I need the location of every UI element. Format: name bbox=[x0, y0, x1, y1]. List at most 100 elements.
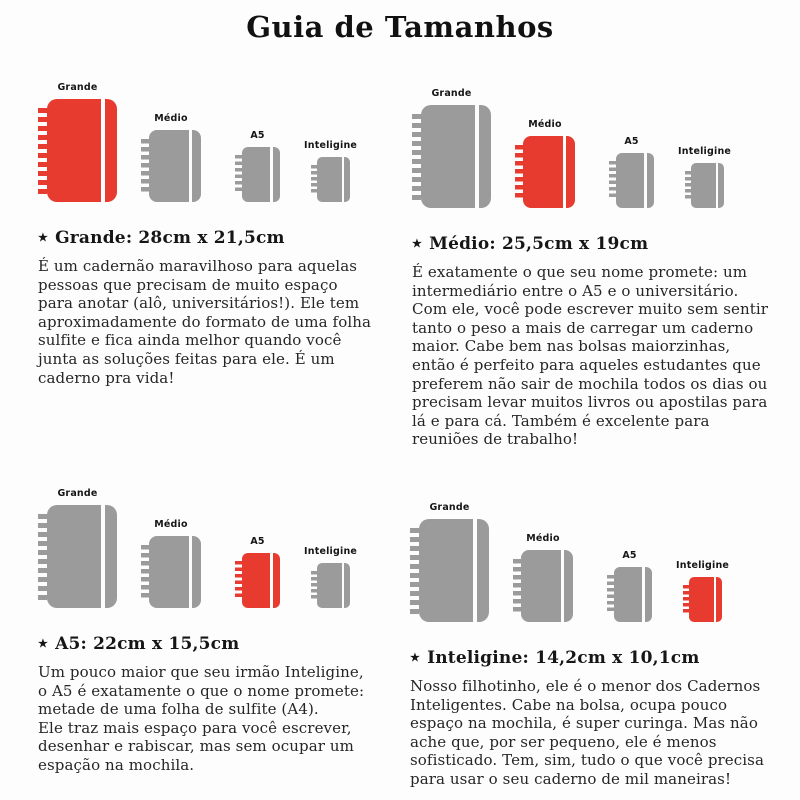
notebook-row: Grande Médio A5 bbox=[38, 486, 376, 608]
notebook-label: Inteligine bbox=[304, 140, 358, 151]
spiral-coils-icon bbox=[607, 575, 614, 614]
notebook-illustration bbox=[141, 130, 201, 202]
notebook-spine bbox=[344, 563, 351, 608]
section-a5: Grande Médio A5 bbox=[38, 486, 376, 775]
notebook-illustration bbox=[38, 99, 117, 202]
notebook-inteligine: Inteligine bbox=[678, 146, 731, 208]
notebook-illustration bbox=[235, 147, 280, 202]
spiral-coils-icon bbox=[412, 113, 421, 200]
spiral-coils-icon bbox=[141, 545, 149, 599]
spiral-coils-icon bbox=[515, 145, 523, 199]
section-heading-text: A5: 22cm x 15,5cm bbox=[55, 634, 240, 654]
notebook-medio: Médio bbox=[515, 119, 575, 208]
notebook-label: Grande bbox=[431, 88, 472, 99]
notebook-medio: Médio bbox=[141, 519, 201, 608]
notebook-label: A5 bbox=[250, 130, 265, 141]
notebook-cover bbox=[616, 153, 644, 208]
star-icon: ★ bbox=[410, 651, 421, 664]
notebook-spine bbox=[566, 136, 575, 208]
notebook-illustration bbox=[38, 505, 117, 608]
notebook-spine bbox=[564, 550, 573, 622]
notebook-spine bbox=[273, 553, 280, 608]
section-heading-text: Inteligine: 14,2cm x 10,1cm bbox=[427, 648, 700, 668]
section-heading-text: Grande: 28cm x 21,5cm bbox=[55, 228, 285, 248]
notebook-label: Médio bbox=[154, 519, 188, 530]
notebook-cover bbox=[523, 136, 563, 208]
notebook-cover bbox=[317, 157, 343, 202]
notebook-illustration bbox=[235, 553, 280, 608]
notebook-cover bbox=[242, 147, 270, 202]
notebook-cover bbox=[47, 99, 101, 202]
spiral-coils-icon bbox=[685, 170, 692, 201]
page-title: Guia de Tamanhos bbox=[246, 10, 554, 44]
notebook-label: A5 bbox=[622, 550, 637, 561]
notebook-label: Inteligine bbox=[676, 560, 730, 571]
notebook-inteligine: Inteligine bbox=[304, 140, 357, 202]
section-grande: Grande Médio A5 bbox=[38, 80, 376, 387]
notebook-inteligine: Inteligine bbox=[676, 560, 729, 622]
notebook-illustration bbox=[410, 519, 489, 622]
spiral-coils-icon bbox=[513, 559, 521, 613]
notebook-illustration bbox=[513, 550, 573, 622]
notebook-illustration bbox=[607, 567, 652, 622]
spiral-coils-icon bbox=[683, 584, 690, 615]
section-heading: ★ A5: 22cm x 15,5cm bbox=[38, 634, 376, 654]
notebook-label: A5 bbox=[250, 536, 265, 547]
star-icon: ★ bbox=[38, 231, 49, 244]
notebook-a5: A5 bbox=[235, 130, 280, 202]
section-description: É um cadernão maravilhoso para aquelas p… bbox=[38, 257, 372, 387]
notebook-spine bbox=[479, 105, 491, 208]
notebook-illustration bbox=[412, 105, 491, 208]
notebook-a5: A5 bbox=[609, 136, 654, 208]
notebook-cover bbox=[47, 505, 101, 608]
notebook-cover bbox=[521, 550, 561, 622]
notebook-label: Grande bbox=[57, 488, 98, 499]
notebook-row: Grande Médio A5 bbox=[410, 500, 770, 622]
section-heading-text: Médio: 25,5cm x 19cm bbox=[429, 234, 649, 254]
notebook-label: Inteligine bbox=[678, 146, 732, 157]
spiral-coils-icon bbox=[235, 561, 242, 600]
section-description: Um pouco maior que seu irmão Inteligine,… bbox=[38, 663, 365, 774]
section-heading: ★ Grande: 28cm x 21,5cm bbox=[38, 228, 376, 248]
section-description: É exatamente o que seu nome promete: um … bbox=[412, 263, 769, 449]
notebook-cover bbox=[614, 567, 642, 622]
section-inteligine: Grande Médio A5 bbox=[410, 500, 770, 789]
notebook-illustration bbox=[311, 157, 351, 202]
spiral-coils-icon bbox=[235, 155, 242, 194]
notebook-cover bbox=[691, 163, 717, 208]
notebook-spine bbox=[477, 519, 489, 622]
section-medio: Grande Médio A5 bbox=[412, 86, 770, 449]
notebook-label: Médio bbox=[154, 113, 188, 124]
notebook-label: Grande bbox=[57, 82, 98, 93]
notebook-label: Inteligine bbox=[304, 546, 358, 557]
notebook-a5: A5 bbox=[235, 536, 280, 608]
notebook-spine bbox=[192, 130, 201, 202]
notebook-grande: Grande bbox=[38, 82, 117, 202]
notebook-cover bbox=[421, 105, 475, 208]
notebook-cover bbox=[689, 577, 715, 622]
notebook-a5: A5 bbox=[607, 550, 652, 622]
notebook-label: A5 bbox=[624, 136, 639, 147]
spiral-coils-icon bbox=[311, 164, 318, 195]
notebook-spine bbox=[273, 147, 280, 202]
notebook-cover bbox=[149, 130, 189, 202]
notebook-illustration bbox=[683, 577, 723, 622]
notebook-row: Grande Médio A5 bbox=[412, 86, 770, 208]
notebook-row: Grande Médio A5 bbox=[38, 80, 376, 202]
section-heading: ★ Inteligine: 14,2cm x 10,1cm bbox=[410, 648, 770, 668]
notebook-inteligine: Inteligine bbox=[304, 546, 357, 608]
notebook-cover bbox=[419, 519, 473, 622]
spiral-coils-icon bbox=[410, 527, 419, 614]
notebook-cover bbox=[149, 536, 189, 608]
notebook-spine bbox=[344, 157, 351, 202]
notebook-label: Médio bbox=[526, 533, 560, 544]
notebook-label: Grande bbox=[429, 502, 470, 513]
notebook-cover bbox=[242, 553, 270, 608]
star-icon: ★ bbox=[38, 637, 49, 650]
notebook-spine bbox=[105, 505, 117, 608]
notebook-spine bbox=[718, 163, 725, 208]
notebook-illustration bbox=[311, 563, 351, 608]
spiral-coils-icon bbox=[141, 139, 149, 193]
notebook-label: Médio bbox=[528, 119, 562, 130]
